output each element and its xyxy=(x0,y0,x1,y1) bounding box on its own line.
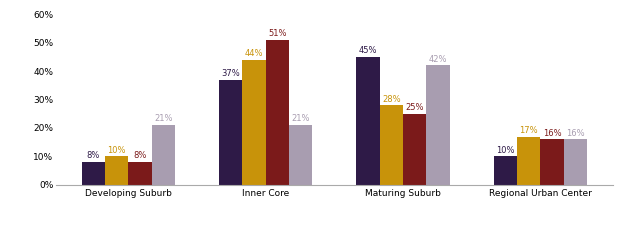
Bar xyxy=(403,114,426,185)
Text: 21%: 21% xyxy=(154,114,173,123)
Bar xyxy=(105,156,128,185)
Bar xyxy=(517,137,541,185)
Text: 44%: 44% xyxy=(245,49,263,58)
Text: 28%: 28% xyxy=(382,95,401,104)
Bar xyxy=(380,105,403,185)
Bar xyxy=(564,139,588,185)
Bar xyxy=(219,80,243,185)
Bar xyxy=(152,125,175,185)
Text: 16%: 16% xyxy=(566,129,585,138)
Text: 21%: 21% xyxy=(291,114,310,123)
Text: 10%: 10% xyxy=(496,146,515,155)
Bar xyxy=(289,125,312,185)
Bar xyxy=(266,40,289,185)
Text: 8%: 8% xyxy=(86,151,100,160)
Text: 17%: 17% xyxy=(519,126,538,135)
Text: 25%: 25% xyxy=(406,103,424,112)
Text: 16%: 16% xyxy=(543,129,561,138)
Bar xyxy=(541,139,564,185)
Bar xyxy=(356,57,380,185)
Bar xyxy=(426,65,450,185)
Bar xyxy=(242,60,266,185)
Text: 37%: 37% xyxy=(221,69,240,78)
Text: 45%: 45% xyxy=(359,46,378,55)
Bar xyxy=(494,156,517,185)
Text: 51%: 51% xyxy=(268,29,287,38)
Text: 42%: 42% xyxy=(429,55,448,64)
Text: 10%: 10% xyxy=(107,146,126,155)
Bar xyxy=(128,162,152,185)
Bar xyxy=(81,162,105,185)
Text: 8%: 8% xyxy=(133,151,147,160)
